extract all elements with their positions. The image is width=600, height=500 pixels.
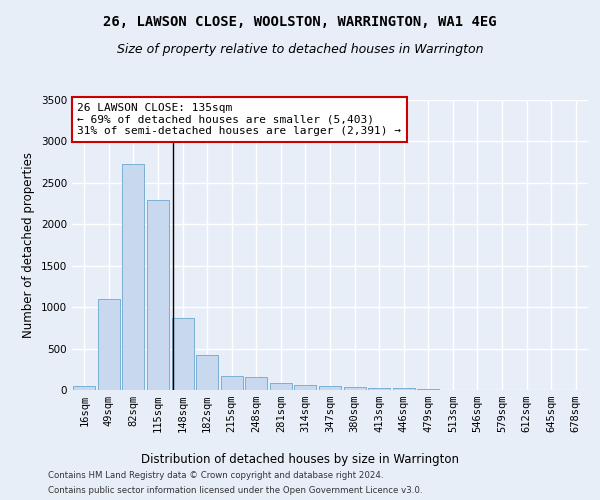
Y-axis label: Number of detached properties: Number of detached properties bbox=[22, 152, 35, 338]
Bar bbox=[147, 200, 169, 390]
Bar bbox=[368, 388, 390, 390]
Text: Contains HM Land Registry data © Crown copyright and database right 2024.: Contains HM Land Registry data © Crown c… bbox=[48, 471, 383, 480]
Bar bbox=[98, 299, 120, 390]
Bar bbox=[270, 382, 292, 390]
Bar bbox=[344, 387, 365, 390]
Bar bbox=[172, 318, 194, 390]
Bar bbox=[392, 388, 415, 390]
Bar bbox=[73, 386, 95, 390]
Text: 26 LAWSON CLOSE: 135sqm
← 69% of detached houses are smaller (5,403)
31% of semi: 26 LAWSON CLOSE: 135sqm ← 69% of detache… bbox=[77, 103, 401, 136]
Bar bbox=[417, 389, 439, 390]
Bar bbox=[196, 355, 218, 390]
Text: Distribution of detached houses by size in Warrington: Distribution of detached houses by size … bbox=[141, 452, 459, 466]
Text: Size of property relative to detached houses in Warrington: Size of property relative to detached ho… bbox=[117, 42, 483, 56]
Bar bbox=[122, 164, 145, 390]
Text: 26, LAWSON CLOSE, WOOLSTON, WARRINGTON, WA1 4EG: 26, LAWSON CLOSE, WOOLSTON, WARRINGTON, … bbox=[103, 15, 497, 29]
Bar bbox=[245, 376, 268, 390]
Bar bbox=[221, 376, 243, 390]
Bar bbox=[319, 386, 341, 390]
Bar bbox=[295, 385, 316, 390]
Text: Contains public sector information licensed under the Open Government Licence v3: Contains public sector information licen… bbox=[48, 486, 422, 495]
